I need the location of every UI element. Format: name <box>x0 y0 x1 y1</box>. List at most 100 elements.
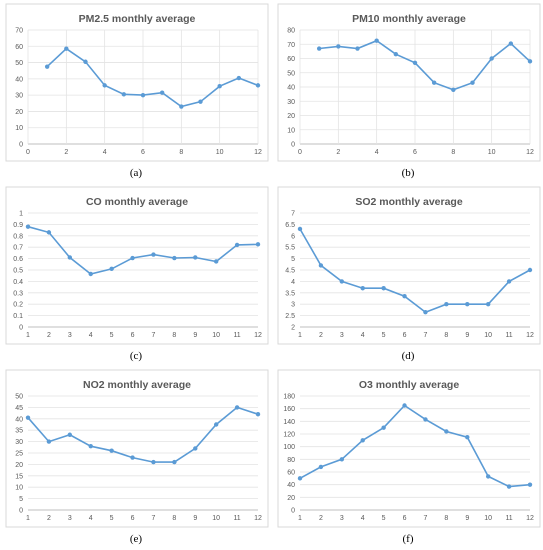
x-tick-label: 12 <box>526 332 534 339</box>
y-tick-label: 30 <box>287 99 295 106</box>
y-tick-label: 40 <box>15 416 23 423</box>
chart-panel-a: PM2.5 monthly average 0 10 20 30 40 50 60 70 0 2 4 6… <box>0 0 272 183</box>
data-point <box>213 259 219 264</box>
y-tick-label: 100 <box>283 444 295 451</box>
series-line <box>299 404 531 488</box>
x-tick-label: 12 <box>254 149 262 156</box>
x-tick-label: 0 <box>298 149 302 156</box>
y-tick-label: 10 <box>287 127 295 134</box>
subfigure-label: (c) <box>130 350 143 362</box>
x-tick-label: 3 <box>340 332 344 339</box>
y-tick-label: 160 <box>283 406 295 413</box>
data-point <box>140 92 146 98</box>
y-tick-label: 35 <box>15 428 23 435</box>
chart-svg: CO monthly average 0 0.1 0.2 0.3 0.4 0.5 0.6 0.7… <box>5 186 269 362</box>
series-line <box>319 39 531 91</box>
x-tick-label: 3 <box>68 515 72 522</box>
y-tick-label: 5 <box>291 256 295 263</box>
data-point <box>109 266 114 272</box>
data-point <box>25 415 31 420</box>
chart-svg: O3 monthly average 0 20 40 60 80 100 120 140 160 1… <box>277 369 541 545</box>
y-tick-label: 7 <box>291 211 295 218</box>
x-tick-label: 9 <box>193 332 197 339</box>
data-point <box>67 432 73 437</box>
y-tick-label: 140 <box>283 419 295 426</box>
x-tick-label: 10 <box>484 515 492 522</box>
x-tick-label: 6 <box>403 515 407 522</box>
x-tick-label: 6 <box>413 149 417 156</box>
data-point <box>102 83 107 88</box>
x-tick-label: 11 <box>233 332 240 339</box>
data-point <box>109 448 114 453</box>
x-tick-label: 10 <box>484 332 492 339</box>
x-tick-label: 11 <box>505 332 512 339</box>
x-tick-label: 10 <box>216 149 224 156</box>
x-tick-label: 9 <box>465 332 469 339</box>
y-tick-label: 40 <box>15 76 23 83</box>
data-point <box>485 474 491 479</box>
series-line <box>299 228 531 314</box>
data-point <box>423 417 428 422</box>
data-point <box>336 44 341 49</box>
x-tick-label: 7 <box>152 515 156 522</box>
y-tick-label: 3 <box>291 302 295 309</box>
data-point <box>151 252 156 257</box>
y-tick-label: 180 <box>283 394 295 401</box>
x-tick-label: 12 <box>526 515 534 522</box>
data-point <box>25 224 31 229</box>
data-point <box>444 302 449 307</box>
x-tick-label: 8 <box>444 332 448 339</box>
y-tick-label: 0 <box>291 508 295 515</box>
x-tick-label: 6 <box>403 332 407 339</box>
x-tick-label: 1 <box>26 332 30 339</box>
series-line <box>46 47 259 108</box>
x-tick-label: 12 <box>526 149 534 156</box>
y-tick-label: 0.5 <box>13 268 23 275</box>
y-tick-label: 0.1 <box>13 313 23 320</box>
data-point <box>234 405 240 410</box>
y-tick-label: 20 <box>287 113 295 120</box>
y-tick-label: 0.7 <box>13 245 23 252</box>
y-tick-label: 10 <box>15 125 23 132</box>
data-point <box>179 104 184 109</box>
x-tick-label: 4 <box>375 149 379 156</box>
data-point <box>44 64 50 69</box>
y-tick-label: 80 <box>287 28 295 35</box>
x-tick-label: 1 <box>298 332 302 339</box>
x-tick-label: 0 <box>26 149 30 156</box>
y-tick-label: 2.5 <box>285 313 295 320</box>
y-tick-label: 20 <box>15 462 23 469</box>
x-tick-label: 3 <box>68 332 72 339</box>
y-tick-label: 20 <box>15 109 23 116</box>
x-tick-label: 2 <box>64 149 68 156</box>
y-tick-label: 6 <box>291 233 295 240</box>
y-tick-label: 45 <box>15 405 23 412</box>
data-point <box>485 302 491 307</box>
chart-frame <box>5 369 269 528</box>
x-tick-label: 9 <box>465 515 469 522</box>
data-point <box>393 52 399 57</box>
data-point <box>213 422 219 427</box>
data-point <box>381 425 386 430</box>
x-tick-label: 5 <box>382 332 386 339</box>
x-tick-label: 3 <box>340 515 344 522</box>
x-tick-label: 10 <box>488 149 496 156</box>
y-tick-label: 5.5 <box>285 245 295 252</box>
x-tick-label: 5 <box>382 515 386 522</box>
x-tick-label: 4 <box>89 332 93 339</box>
x-tick-label: 2 <box>336 149 340 156</box>
data-point <box>236 75 242 81</box>
data-point <box>318 464 324 470</box>
chart-title: O3 monthly average <box>359 379 460 391</box>
chart-title: CO monthly average <box>86 196 188 208</box>
y-tick-label: 30 <box>15 93 23 100</box>
chart-panel-c: CO monthly average 0 0.1 0.2 0.3 0.4 0.5 0.6 0.7… <box>0 183 272 366</box>
data-point <box>88 443 93 449</box>
data-point <box>444 429 449 434</box>
data-point <box>198 99 203 104</box>
data-point <box>339 457 345 462</box>
chart-frame <box>5 3 269 162</box>
data-point <box>381 286 386 291</box>
data-point <box>297 226 303 232</box>
data-point <box>217 83 222 89</box>
